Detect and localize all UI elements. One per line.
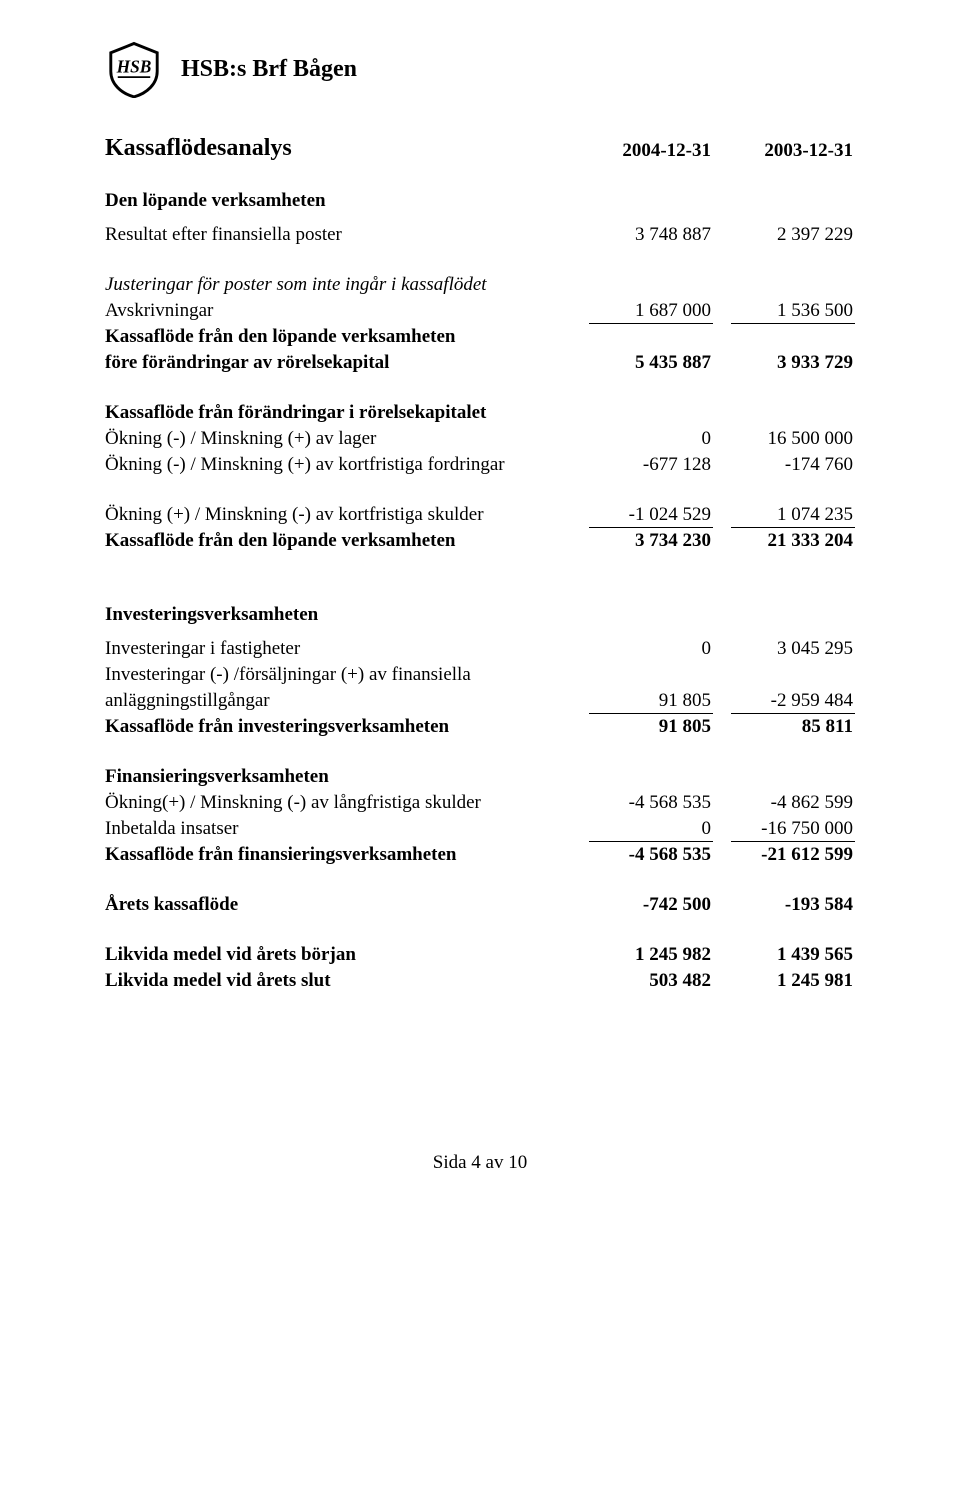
column-header-1: 2004-12-31 [571,134,713,162]
year-cashflow: Årets kassaflöde -742 500 -193 584 [105,890,855,916]
section-total: Kassaflöde från den löpande verksamheten… [105,526,855,552]
line-item: Investeringar i fastigheter 0 3 045 295 [105,634,855,660]
closing-balance: Likvida medel vid årets slut 503 482 1 2… [105,966,855,992]
section-total: Kassaflöde från investeringsverksamheten… [105,712,855,738]
opening-balance: Likvida medel vid årets början 1 245 982… [105,940,855,966]
subsection-heading: Kassaflöde från förändringar i rörelseka… [105,398,855,424]
section-heading: Den löpande verksamheten [105,186,855,212]
line-item: Avskrivningar 1 687 000 1 536 500 [105,296,855,322]
page-container: HSB HSB:s Brf Bågen Kassaflödesanalys 20… [0,0,960,1214]
page-footer: Sida 4 av 10 [105,1152,855,1174]
line-item: Ökning (+) / Minskning (-) av kortfristi… [105,500,855,526]
line-item-label-line1: Investeringar (-) /försäljningar (+) av … [105,660,855,686]
subsection-heading: Justeringar för poster som inte ingår i … [105,270,855,296]
subtotal-label-line1: Kassaflöde från den löpande verksamheten [105,322,855,348]
report-title-row: Kassaflödesanalys 2004-12-31 2003-12-31 [105,134,855,162]
line-item: anläggningstillgångar 91 805 -2 959 484 [105,686,855,712]
line-item: Resultat efter finansiella poster 3 748 … [105,220,855,246]
section-heading: Investeringsverksamheten [105,600,855,626]
svg-text:HSB: HSB [116,56,152,76]
subtotal-line: före förändringar av rörelsekapital 5 43… [105,348,855,374]
section-total: Kassaflöde från finansieringsverksamhete… [105,840,855,866]
line-item: Ökning(+) / Minskning (-) av långfristig… [105,788,855,814]
line-item: Ökning (-) / Minskning (+) av lager 0 16… [105,424,855,450]
column-header-2: 2003-12-31 [713,134,855,162]
line-item: Inbetalda insatser 0 -16 750 000 [105,814,855,840]
org-title: HSB:s Brf Bågen [181,56,357,83]
line-item: Ökning (-) / Minskning (+) av kortfristi… [105,450,855,476]
hsb-logo-icon: HSB [105,40,163,98]
header: HSB HSB:s Brf Bågen [105,40,855,98]
section-heading: Finansieringsverksamheten [105,762,855,788]
report-title: Kassaflödesanalys [105,135,571,162]
